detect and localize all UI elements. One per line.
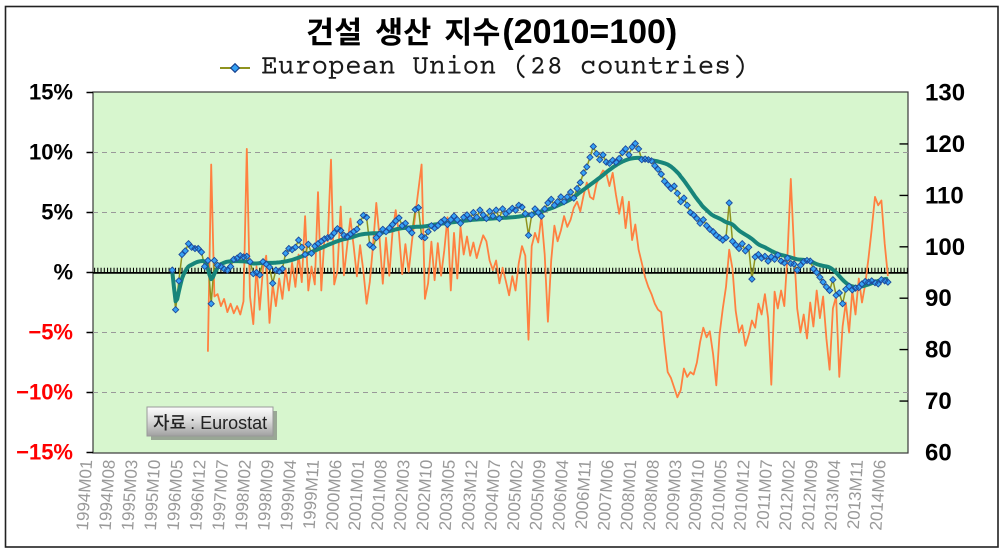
svg-text:−10%: −10% — [16, 380, 73, 405]
svg-text:2007M06: 2007M06 — [594, 459, 617, 531]
svg-text:2013M04: 2013M04 — [821, 459, 844, 531]
svg-text:5%: 5% — [41, 200, 73, 225]
svg-text:2009M03: 2009M03 — [662, 459, 685, 531]
svg-text:2012M02: 2012M02 — [776, 459, 799, 531]
svg-text:1994M01: 1994M01 — [73, 459, 96, 531]
svg-text:2000M06: 2000M06 — [322, 459, 345, 531]
svg-text:100: 100 — [925, 234, 965, 261]
svg-text:(2010=100): (2010=100) — [502, 13, 677, 51]
svg-text:2010M05: 2010M05 — [708, 459, 731, 531]
svg-text:1995M03: 1995M03 — [118, 459, 141, 531]
svg-text:: Eurostat: : Eurostat — [190, 413, 267, 433]
svg-text:1995M10: 1995M10 — [141, 459, 164, 531]
svg-text:1998M09: 1998M09 — [254, 459, 277, 531]
svg-text:−15%: −15% — [16, 440, 73, 465]
svg-text:−5%: −5% — [28, 320, 73, 345]
svg-text:2012M09: 2012M09 — [798, 459, 821, 531]
svg-text:2008M01: 2008M01 — [617, 459, 640, 531]
svg-text:90: 90 — [925, 285, 952, 312]
svg-text:130: 130 — [925, 80, 965, 107]
svg-text:110: 110 — [925, 182, 964, 209]
svg-text:1999M04: 1999M04 — [277, 459, 300, 531]
svg-text:2010M12: 2010M12 — [730, 459, 753, 531]
svg-text:1998M02: 1998M02 — [232, 459, 255, 531]
svg-text:2003M12: 2003M12 — [458, 459, 481, 531]
svg-text:2001M08: 2001M08 — [368, 459, 391, 531]
svg-text:2005M09: 2005M09 — [526, 459, 549, 531]
svg-text:1996M12: 1996M12 — [186, 459, 209, 531]
svg-text:10%: 10% — [29, 140, 73, 165]
svg-text:60: 60 — [925, 440, 952, 467]
svg-text:120: 120 — [925, 131, 965, 158]
svg-text:15%: 15% — [29, 80, 73, 105]
svg-text:2001M01: 2001M01 — [345, 459, 368, 531]
svg-text:2014M06: 2014M06 — [866, 459, 889, 531]
svg-text:2013M11: 2013M11 — [844, 459, 867, 530]
svg-text:2002M10: 2002M10 — [413, 459, 436, 531]
svg-text:2008M08: 2008M08 — [640, 459, 663, 531]
svg-text:2006M11: 2006M11 — [572, 459, 595, 530]
svg-text:2003M05: 2003M05 — [436, 459, 459, 531]
svg-text:2004M07: 2004M07 — [481, 459, 504, 531]
svg-text:2006M04: 2006M04 — [549, 459, 572, 531]
svg-text:2005M02: 2005M02 — [504, 459, 527, 531]
svg-text:%: % — [53, 260, 73, 285]
svg-text:1994M08: 1994M08 — [96, 459, 119, 531]
svg-text:80: 80 — [925, 337, 952, 364]
svg-text:1997M07: 1997M07 — [209, 459, 232, 531]
svg-text:2009M10: 2009M10 — [685, 459, 708, 531]
svg-text:2002M03: 2002M03 — [390, 459, 413, 531]
svg-text:1999M11: 1999M11 — [300, 459, 323, 530]
svg-text:70: 70 — [925, 388, 952, 415]
svg-text:2011M07: 2011M07 — [753, 459, 776, 530]
svg-text:1996M05: 1996M05 — [164, 459, 187, 531]
